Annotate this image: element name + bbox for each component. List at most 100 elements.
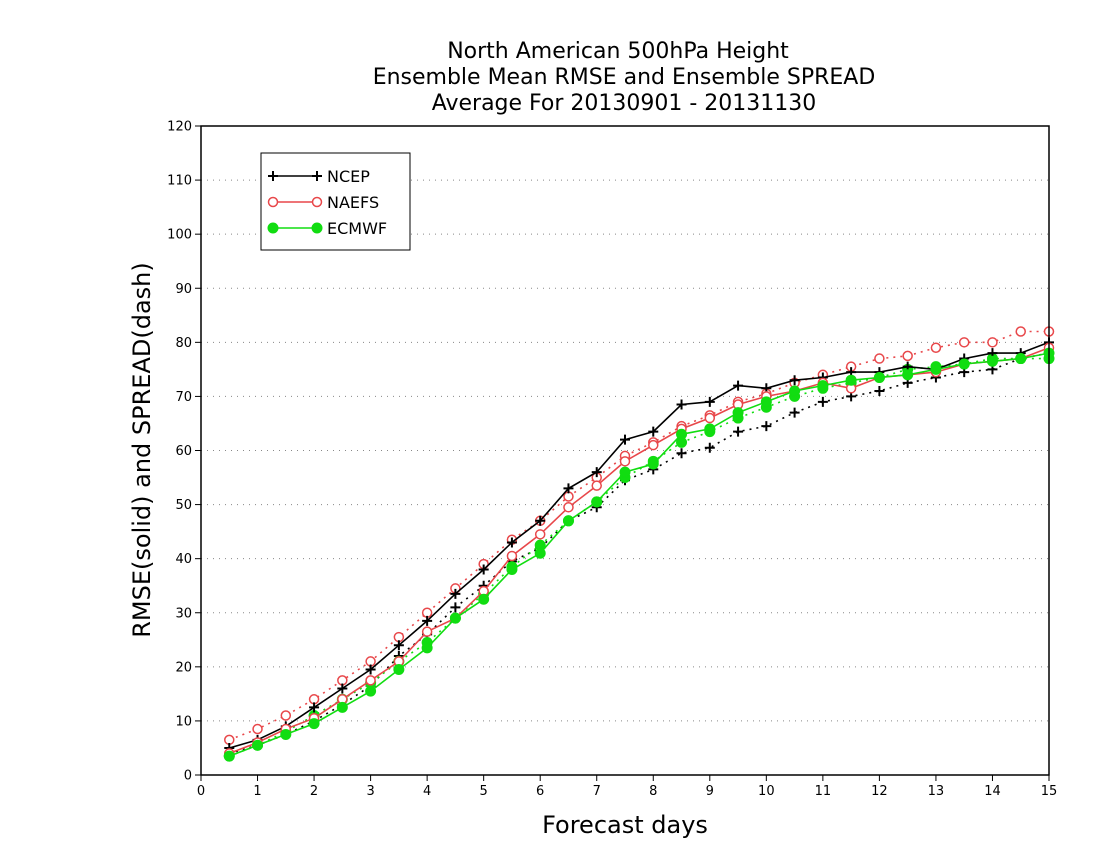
point-naefs-spread-13.5	[958, 337, 970, 348]
point-ecmwf-rmse-9.5	[732, 407, 744, 419]
point-ecmwf-rmse-10.5	[789, 385, 801, 397]
y-axis-ticks: 0 10 20 30 40 50 60 70 80 90 100 110 120	[167, 120, 201, 784]
point-naefs-spread-12	[874, 353, 885, 364]
series-ncep-rmse	[224, 337, 1054, 753]
point-ncep-rmse-8.5	[676, 399, 687, 410]
legend-item-ncep: NCEP	[268, 167, 370, 186]
point-ncep-rmse-2	[309, 702, 320, 713]
point-ecmwf-rmse-1	[252, 739, 264, 751]
x-tick-label-15: 15	[1041, 784, 1058, 799]
point-naefs-rmse-8	[648, 439, 659, 451]
point-ncep-spread-9	[704, 442, 715, 453]
x-tick-label-4: 4	[423, 784, 431, 799]
legend-marker-end-ncep	[312, 171, 322, 181]
legend-label-ncep: NCEP	[327, 167, 370, 186]
x-tick-label-3: 3	[366, 784, 374, 799]
y-tick-label-40: 40	[175, 552, 192, 567]
point-ecmwf-rmse-6.5	[562, 515, 574, 527]
point-ncep-rmse-10.5	[789, 375, 800, 386]
x-tick-label-7: 7	[593, 784, 601, 799]
point-ecmwf-rmse-5.5	[506, 563, 518, 575]
point-ecmwf-rmse-1.5	[280, 728, 292, 740]
series-naefs-spread	[224, 326, 1055, 746]
point-ncep-rmse-4.5	[450, 588, 461, 599]
point-ecmwf-rmse-3.5	[393, 664, 405, 676]
point-ecmwf-rmse-13.5	[958, 358, 970, 370]
y-tick-label-110: 110	[167, 174, 192, 189]
point-ecmwf-rmse-8.5	[676, 428, 688, 440]
point-ncep-spread-4.5	[450, 602, 461, 613]
series-line-ncep-rmse	[229, 341, 1050, 749]
series-lines	[223, 326, 1055, 762]
point-ncep-spread-11	[817, 396, 828, 407]
legend-item-naefs: NAEFS	[267, 193, 379, 212]
point-ecmwf-rmse-4.5	[449, 612, 461, 624]
series-line-naefs-rmse	[229, 346, 1050, 755]
series-ecmwf-rmse	[223, 347, 1055, 762]
point-naefs-rmse-7.5	[619, 456, 631, 467]
point-ecmwf-rmse-6	[534, 547, 546, 559]
point-ncep-rmse-6	[535, 515, 546, 526]
point-ecmwf-rmse-14	[986, 355, 998, 367]
point-ecmwf-rmse-12	[873, 371, 885, 383]
point-ecmwf-rmse-14.5	[1015, 353, 1027, 365]
x-tick-label-13: 13	[928, 784, 945, 799]
legend-marker-start-naefs	[267, 196, 279, 208]
x-tick-label-11: 11	[815, 784, 832, 799]
point-ncep-rmse-5.5	[506, 537, 517, 548]
legend-item-ecmwf: ECMWF	[267, 219, 387, 238]
point-ecmwf-rmse-2	[308, 718, 320, 730]
point-ncep-rmse-3	[365, 664, 376, 675]
y-tick-label-60: 60	[175, 444, 192, 459]
point-ecmwf-rmse-0.5	[223, 750, 235, 762]
point-ecmwf-rmse-9	[704, 423, 716, 435]
x-tick-label-2: 2	[310, 784, 318, 799]
point-ncep-spread-12	[874, 386, 885, 397]
chart-title-line-1: North American 500hPa Height	[447, 39, 789, 64]
x-axis-ticks: 0 1 2 3 4 5 6 7 8 9 10 11 12 13 14 15	[197, 775, 1057, 799]
chart-title: North American 500hPa Height Ensemble Me…	[373, 39, 876, 116]
point-ecmwf-rmse-5	[478, 593, 490, 605]
point-ncep-spread-10	[761, 421, 772, 432]
x-tick-label-10: 10	[758, 784, 775, 799]
point-naefs-rmse-9	[704, 412, 716, 424]
series-line-ecmwf-rmse	[229, 352, 1050, 757]
point-ecmwf-rmse-3	[365, 685, 377, 697]
point-ecmwf-rmse-13	[930, 363, 942, 375]
chart-title-line-3: Average For 20130901 - 20131130	[432, 91, 817, 116]
point-ncep-rmse-7.5	[620, 434, 630, 445]
point-ecmwf-rmse-7	[591, 496, 603, 508]
series-ecmwf-spread	[223, 353, 1055, 762]
x-tick-label-1: 1	[253, 784, 261, 799]
y-axis-label: RMSE(solid) and SPREAD(dash)	[128, 262, 156, 638]
point-naefs-rmse-6	[534, 529, 546, 540]
point-naefs-spread-14.5	[1015, 326, 1026, 337]
point-ncep-rmse-8	[648, 426, 659, 437]
point-ecmwf-rmse-10	[760, 396, 772, 408]
point-ncep-spread-9.5	[733, 426, 744, 437]
point-naefs-rmse-7	[591, 480, 602, 491]
point-naefs-spread-14	[987, 337, 998, 348]
y-tick-label-100: 100	[167, 228, 192, 243]
point-ecmwf-rmse-7.5	[619, 466, 631, 478]
y-tick-label-10: 10	[175, 714, 192, 729]
point-ecmwf-rmse-11	[817, 380, 829, 392]
point-ncep-rmse-6.5	[563, 483, 574, 494]
series-line-naefs-spread	[229, 330, 1049, 741]
point-naefs-rmse-3	[365, 675, 376, 686]
point-ecmwf-rmse-4	[421, 642, 433, 654]
x-tick-label-6: 6	[536, 784, 544, 799]
point-ncep-rmse-9	[704, 396, 715, 407]
legend-marker-end-ecmwf	[311, 222, 323, 234]
point-naefs-spread-1.5	[280, 710, 292, 721]
legend-marker-end-naefs	[311, 196, 323, 208]
x-tick-label-0: 0	[197, 784, 205, 799]
legend-label-ecmwf: ECMWF	[327, 219, 387, 238]
y-tick-label-20: 20	[175, 660, 192, 675]
series-ncep-spread	[224, 348, 1054, 759]
point-ecmwf-rmse-12.5	[902, 369, 914, 381]
legend-marker-start-ecmwf	[267, 222, 279, 234]
point-ncep-rmse-3.5	[393, 640, 404, 651]
